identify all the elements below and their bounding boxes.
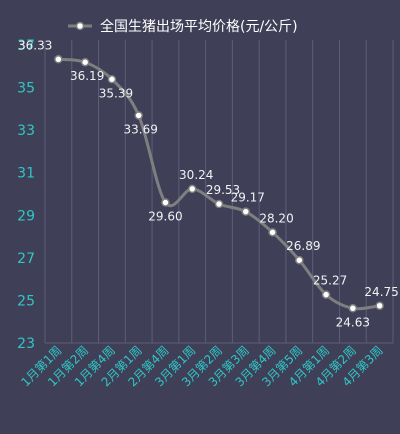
data-point <box>241 207 251 216</box>
data-label: 28.20 <box>259 211 293 225</box>
y-tick-label: 27 <box>17 251 35 267</box>
data-point <box>295 255 304 265</box>
data-labels: 36.33 36.19 35.39 33.69 29.60 30.2429.5329.17… <box>18 38 399 329</box>
data-label: 25.27 <box>313 274 347 288</box>
data-point <box>54 55 63 64</box>
y-tick-label: 35 <box>17 81 35 97</box>
y-tick-label: 23 <box>17 336 35 352</box>
data-point <box>134 111 143 120</box>
data-point <box>80 57 90 67</box>
data-label: 35.39 <box>99 86 133 100</box>
y-tick-label: 31 <box>17 166 35 182</box>
data-label: 36.33 <box>18 38 52 52</box>
y-tick-label: 33 <box>17 123 35 139</box>
x-axis-ticks: 1月第1周1月第2周1月第4周2月第1周2月第4周3月第1周3月第2周3月第3周… <box>18 343 385 389</box>
data-point <box>321 290 331 299</box>
data-point <box>348 304 358 313</box>
data-label: 24.75 <box>364 285 398 299</box>
data-point <box>214 199 224 209</box>
data-label: 29.60 <box>148 210 182 224</box>
data-point <box>268 228 277 237</box>
data-label: 36.19 <box>70 69 104 83</box>
y-tick-label: 37 <box>17 38 35 54</box>
data-label: 30.24 <box>179 168 213 182</box>
data-point <box>375 301 384 310</box>
series-points <box>54 55 384 313</box>
y-tick-label: 25 <box>17 293 35 309</box>
y-axis-ticks: 23 25 27 29 31 33 35 37 <box>17 38 35 352</box>
data-label: 29.17 <box>231 191 265 205</box>
data-label: 24.63 <box>336 315 370 329</box>
data-label: 33.69 <box>124 122 158 136</box>
legend-marker-swatch <box>75 21 85 31</box>
legend-series-label: 全国生猪出场平均价格(元/公斤) <box>100 18 298 35</box>
gridlines <box>44 40 394 344</box>
data-point <box>107 75 117 84</box>
data-label: 26.89 <box>286 239 320 253</box>
data-label: 29.53 <box>206 183 240 197</box>
data-point <box>161 198 170 207</box>
legend: 全国生猪出场平均价格(元/公斤) <box>68 18 298 35</box>
y-tick-label: 29 <box>17 208 35 224</box>
data-point <box>187 184 197 194</box>
